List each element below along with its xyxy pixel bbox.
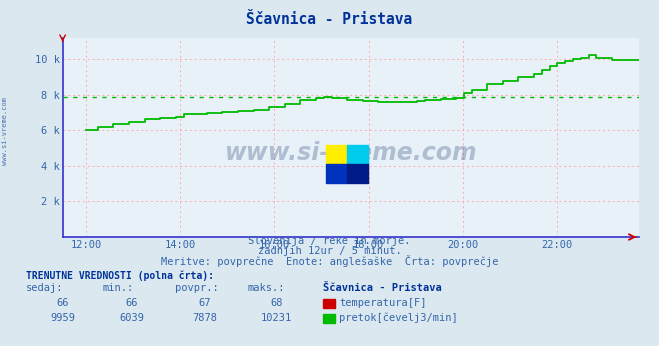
Text: Ščavnica - Pristava: Ščavnica - Pristava: [323, 283, 442, 293]
Text: 7878: 7878: [192, 313, 217, 323]
Text: 68: 68: [271, 298, 283, 308]
Text: 6039: 6039: [119, 313, 144, 323]
Text: 67: 67: [198, 298, 210, 308]
Text: Ščavnica - Pristava: Ščavnica - Pristava: [246, 12, 413, 27]
Text: min.:: min.:: [102, 283, 133, 293]
Text: 10231: 10231: [261, 313, 293, 323]
Text: Meritve: povprečne  Enote: anglešaške  Črta: povprečje: Meritve: povprečne Enote: anglešaške Črt…: [161, 255, 498, 267]
Text: sedaj:: sedaj:: [26, 283, 64, 293]
Text: 66: 66: [57, 298, 69, 308]
Text: Slovenija / reke in morje.: Slovenija / reke in morje.: [248, 236, 411, 246]
Text: povpr.:: povpr.:: [175, 283, 218, 293]
Text: 9959: 9959: [50, 313, 75, 323]
Text: temperatura[F]: temperatura[F]: [339, 298, 427, 308]
Text: www.si-vreme.com: www.si-vreme.com: [2, 98, 9, 165]
Text: TRENUTNE VREDNOSTI (polna črta):: TRENUTNE VREDNOSTI (polna črta):: [26, 270, 214, 281]
Text: maks.:: maks.:: [247, 283, 285, 293]
Text: pretok[čevelj3/min]: pretok[čevelj3/min]: [339, 312, 458, 323]
Text: www.si-vreme.com: www.si-vreme.com: [225, 142, 477, 165]
Text: 66: 66: [126, 298, 138, 308]
Text: zadnjih 12ur / 5 minut.: zadnjih 12ur / 5 minut.: [258, 246, 401, 256]
